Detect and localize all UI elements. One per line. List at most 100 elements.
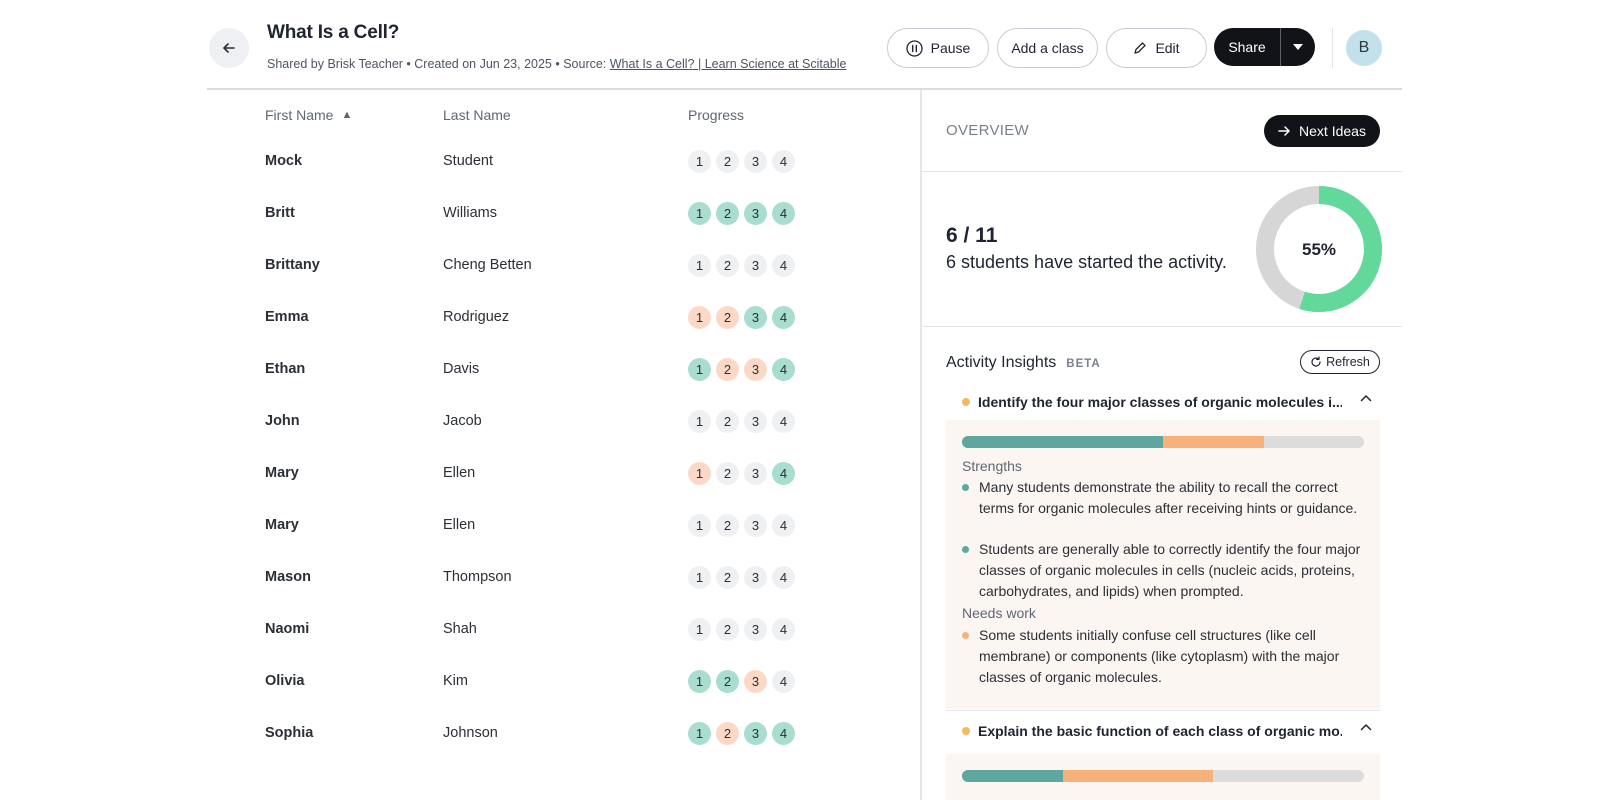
insight-item-header[interactable]: Identify the four major classes of organ…	[946, 382, 1380, 422]
donut-percent-label: 55%	[1302, 240, 1336, 259]
progress-step[interactable]: 2	[716, 566, 739, 589]
progress-step[interactable]: 1	[688, 462, 711, 485]
chevron-up-icon[interactable]	[1360, 394, 1372, 402]
progress-step[interactable]: 1	[688, 410, 711, 433]
last-name-cell: Johnson	[443, 725, 498, 741]
source-link[interactable]: What Is a Cell? | Learn Science at Scita…	[609, 57, 847, 71]
insight-title: Explain the basic function of each class…	[978, 723, 1342, 739]
progress-step[interactable]: 2	[716, 618, 739, 641]
table-row[interactable]: Mock Student 1 2 3 4	[207, 136, 920, 188]
progress-step[interactable]: 1	[688, 150, 711, 173]
first-name-cell: John	[265, 413, 300, 429]
bar-segment-partial	[1163, 436, 1264, 448]
progress-step[interactable]: 1	[688, 306, 711, 329]
progress-step[interactable]: 2	[716, 202, 739, 225]
progress-step[interactable]: 2	[716, 150, 739, 173]
column-header-first-name[interactable]: First Name ▲	[265, 107, 352, 123]
progress-step[interactable]: 3	[744, 150, 767, 173]
progress-step[interactable]: 1	[688, 358, 711, 381]
table-row[interactable]: Olivia Kim 1 2 3 4	[207, 656, 920, 708]
progress-step[interactable]: 2	[716, 670, 739, 693]
pause-icon	[905, 39, 923, 57]
progress-step[interactable]: 4	[772, 306, 795, 329]
progress-step[interactable]: 2	[716, 722, 739, 745]
add-class-label: Add a class	[1011, 40, 1084, 56]
beta-badge: BETA	[1066, 358, 1101, 370]
insight-details	[946, 754, 1380, 800]
progress-step[interactable]: 3	[744, 514, 767, 537]
progress-step[interactable]: 3	[744, 722, 767, 745]
progress-step[interactable]: 4	[772, 618, 795, 641]
back-button[interactable]	[209, 28, 249, 68]
table-row[interactable]: Mary Ellen 1 2 3 4	[207, 500, 920, 552]
edit-button[interactable]: Edit	[1106, 28, 1207, 68]
table-row[interactable]: Sophia Johnson 1 2 3 4	[207, 708, 920, 760]
table-row[interactable]: Naomi Shah 1 2 3 4	[207, 604, 920, 656]
add-class-button[interactable]: Add a class	[997, 28, 1098, 68]
progress-step[interactable]: 4	[772, 254, 795, 277]
pause-button[interactable]: Pause	[887, 28, 989, 68]
progress-step[interactable]: 3	[744, 410, 767, 433]
progress-step[interactable]: 3	[744, 670, 767, 693]
progress-step[interactable]: 1	[688, 670, 711, 693]
progress-step[interactable]: 2	[716, 410, 739, 433]
progress-step[interactable]: 4	[772, 462, 795, 485]
progress-step[interactable]: 4	[772, 514, 795, 537]
avatar[interactable]: B	[1346, 30, 1382, 66]
strengths-label: Strengths	[962, 458, 1022, 474]
table-row[interactable]: Mason Thompson 1 2 3 4	[207, 552, 920, 604]
column-header-last-name[interactable]: Last Name	[443, 107, 511, 123]
table-row[interactable]: Emma Rodriguez 1 2 3 4	[207, 292, 920, 344]
table-row[interactable]: Ethan Davis 1 2 3 4	[207, 344, 920, 396]
insight-item-header[interactable]: Explain the basic function of each class…	[946, 711, 1380, 751]
chevron-up-icon[interactable]	[1360, 723, 1372, 731]
needs-work-label: Needs work	[962, 605, 1036, 621]
last-name-cell: Davis	[443, 361, 480, 377]
progress-step[interactable]: 1	[688, 566, 711, 589]
caret-down-icon	[1293, 44, 1303, 50]
progress-donut: 55%	[1256, 186, 1382, 312]
progress-step[interactable]: 3	[744, 618, 767, 641]
first-name-cell: Sophia	[265, 725, 314, 741]
progress-step[interactable]: 4	[772, 670, 795, 693]
progress-step[interactable]: 4	[772, 202, 795, 225]
table-row[interactable]: Britt Williams 1 2 3 4	[207, 188, 920, 240]
progress-step[interactable]: 2	[716, 254, 739, 277]
progress-step[interactable]: 3	[744, 254, 767, 277]
progress-step[interactable]: 2	[716, 514, 739, 537]
refresh-button[interactable]: Refresh	[1300, 350, 1380, 374]
next-ideas-button[interactable]: Next Ideas	[1264, 115, 1380, 147]
bullet-dot	[962, 546, 969, 553]
progress-step[interactable]: 4	[772, 358, 795, 381]
progress-step[interactable]: 3	[744, 462, 767, 485]
progress-step[interactable]: 3	[744, 202, 767, 225]
progress-step[interactable]: 2	[716, 358, 739, 381]
progress-step[interactable]: 1	[688, 202, 711, 225]
share-button[interactable]: Share	[1228, 39, 1266, 55]
progress-step[interactable]: 4	[772, 722, 795, 745]
last-name-cell: Williams	[443, 205, 497, 221]
table-row[interactable]: John Jacob 1 2 3 4	[207, 396, 920, 448]
last-name-cell: Ellen	[443, 465, 476, 481]
progress-step[interactable]: 1	[688, 254, 711, 277]
refresh-label: Refresh	[1326, 355, 1370, 369]
progress-step[interactable]: 4	[772, 410, 795, 433]
progress-step[interactable]: 1	[688, 514, 711, 537]
first-name-cell: Brittany	[265, 257, 320, 273]
progress-step[interactable]: 3	[744, 358, 767, 381]
progress-step[interactable]: 1	[688, 618, 711, 641]
progress-step[interactable]: 2	[716, 462, 739, 485]
progress-step[interactable]: 2	[716, 306, 739, 329]
progress-step[interactable]: 3	[744, 566, 767, 589]
table-row[interactable]: Mary Ellen 1 2 3 4	[207, 448, 920, 500]
table-row[interactable]: Brittany Cheng Betten 1 2 3 4	[207, 240, 920, 292]
progress-step[interactable]: 1	[688, 722, 711, 745]
progress-step[interactable]: 4	[772, 566, 795, 589]
arrow-right-icon	[1278, 126, 1290, 136]
progress-step[interactable]: 3	[744, 306, 767, 329]
share-dropdown-button[interactable]	[1281, 28, 1315, 66]
progress-step[interactable]: 4	[772, 150, 795, 173]
